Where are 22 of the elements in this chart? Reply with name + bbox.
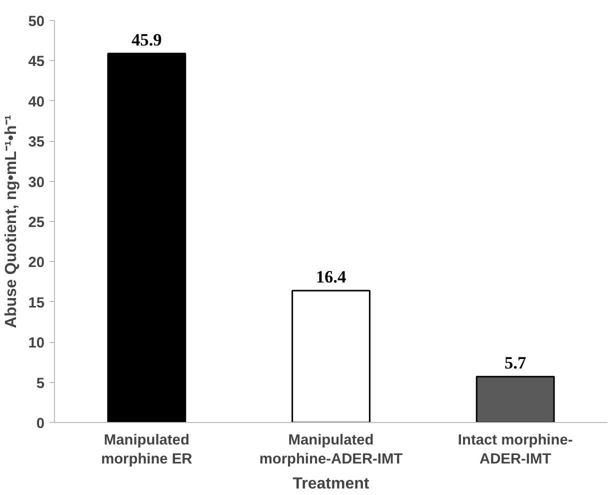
y-tick-label: 35 [28,134,45,151]
bar [107,52,186,422]
y-tick-label: 20 [28,255,45,272]
y-tick-label: 40 [28,94,45,110]
x-tick-label: Manipulated morphine-ADER-IMT [259,432,403,468]
x-tick-label: Manipulated morphine ER [101,432,193,468]
y-tick-label: 30 [28,174,45,191]
x-tick-label: Intact morphine- ADER-IMT [458,432,573,468]
y-tick-label: 25 [28,215,45,231]
data-label: 5.7 [504,354,526,373]
bar [476,376,555,422]
bar [292,290,370,422]
y-tick-label: 45 [28,54,45,70]
y-tick-label: 10 [28,336,45,352]
y-tick-label: 5 [36,376,45,392]
y-axis-title: Abuse Quotient, ng•mL⁻¹•h⁻¹ [3,114,20,328]
data-label: 45.9 [132,30,162,50]
y-tick-label: 15 [28,295,45,312]
y-tick-label: 50 [28,14,45,30]
x-axis-title: Treatment [292,476,370,493]
y-tick-label: 0 [36,416,45,432]
data-label: 16.4 [316,268,346,287]
